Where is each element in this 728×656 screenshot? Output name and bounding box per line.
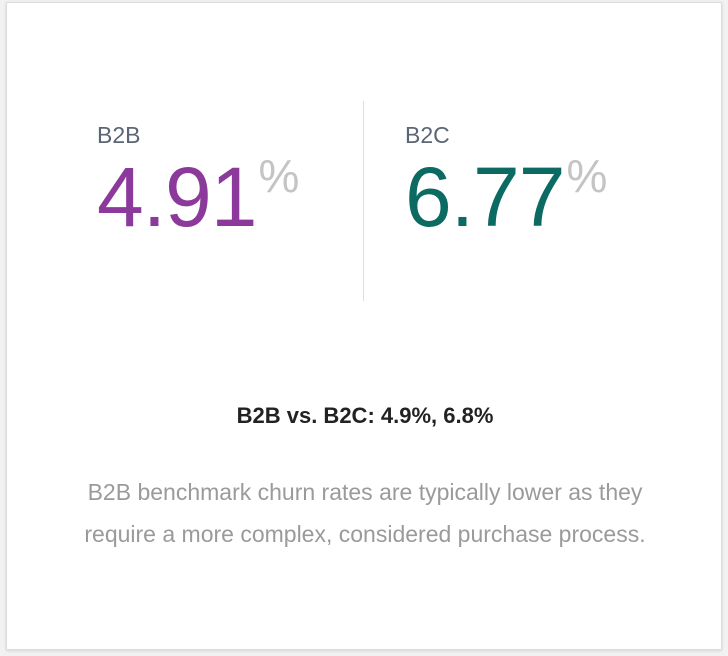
stat-block: B2B 4.91%: [97, 115, 299, 239]
stat-label: B2C: [405, 122, 450, 148]
description: B2B benchmark churn rates are typically …: [84, 479, 646, 547]
stat-row: 4.91%: [97, 150, 300, 244]
stat-value: 6.77: [405, 150, 565, 244]
stat-unit: %: [566, 150, 608, 202]
benchmark-card: B2B 4.91% B2C 6.77% B2B vs. B2C: 4.9%, 6…: [6, 2, 722, 650]
headline: B2B vs. B2C: 4.9%, 6.8%: [236, 403, 494, 428]
divider: [363, 101, 364, 301]
stat-row: 6.77%: [405, 150, 608, 244]
stat-unit: %: [258, 150, 300, 202]
stat-value: 4.91: [97, 150, 257, 244]
stat-block: B2C 6.77%: [405, 115, 607, 239]
stat-label: B2B: [97, 122, 141, 148]
